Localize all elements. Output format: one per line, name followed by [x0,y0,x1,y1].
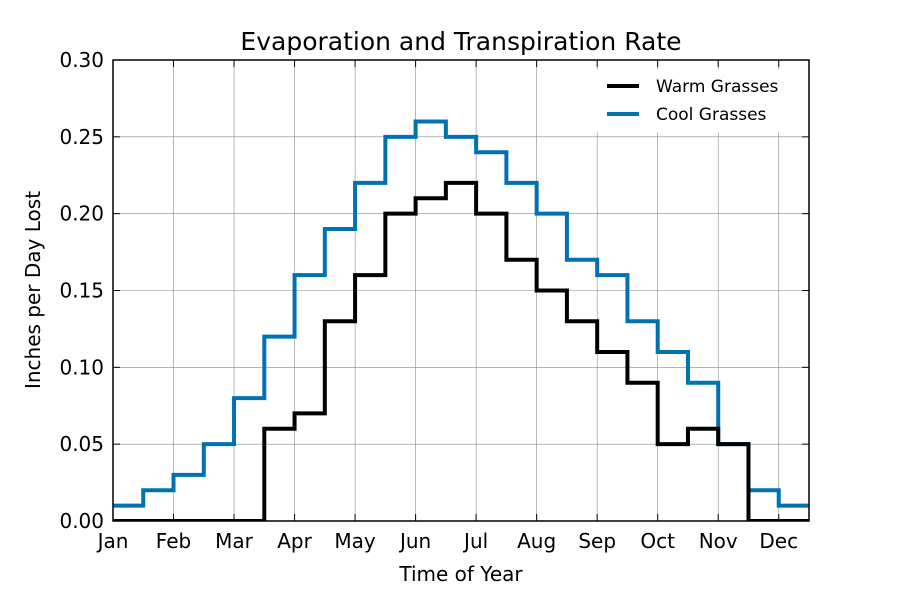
x-tick-label: May [334,529,376,553]
x-tick-label: Sep [578,529,616,553]
x-tick-label: Dec [759,529,798,553]
x-tick-label: Aug [517,529,556,553]
y-tick-label: 0.30 [59,48,104,72]
x-tick-label: Nov [699,529,738,553]
y-tick-label: 0.10 [59,355,104,379]
x-axis-title: Time of Year [398,562,523,586]
series-line-warm-grasses [113,180,809,521]
legend-box [595,69,801,133]
x-tick-label: Feb [156,529,191,553]
y-tick-label: 0.25 [59,125,104,149]
x-tick-label: Mar [215,529,254,553]
y-tick-label: 0.20 [59,202,104,226]
x-tick-label: Jan [96,529,129,553]
x-tick-label: Oct [640,529,675,553]
x-tick-label: Jun [398,529,431,553]
tick-labels: Jan Feb Mar Apr May Jun Jul Aug Sep Oct Nov Dec 0.00… [59,48,798,553]
legend-label-cool-grasses: Cool Grasses [656,105,767,125]
y-tick-label: 0.05 [59,432,104,456]
legend-label-warm-grasses: Warm Grasses [656,77,779,97]
y-tick-label: 0.15 [59,279,104,303]
x-tick-label: Jul [462,529,488,553]
x-tick-label: Apr [277,529,312,553]
legend: Warm Grasses Cool Grasses [595,69,801,133]
chart-title: Evaporation and Transpiration Rate [240,27,681,56]
series-layer [113,119,809,521]
y-tick-label: 0.00 [59,509,104,533]
series-line-cool-grasses [113,119,809,508]
y-axis-title: Inches per Day Lost [21,191,45,389]
ticks [112,59,809,522]
